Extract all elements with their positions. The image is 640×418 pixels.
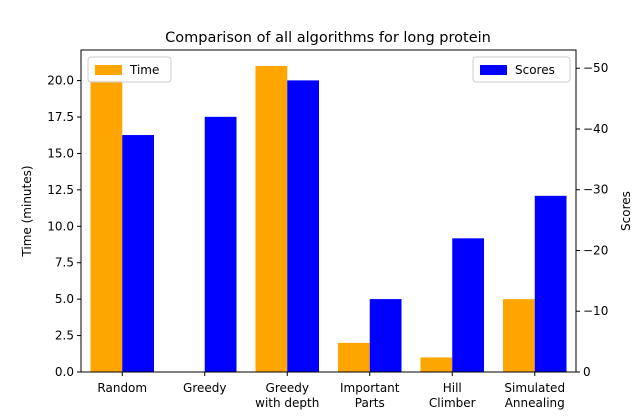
bar-scores [452,238,485,372]
x-tick-label-line: Parts [355,396,385,410]
x-tick-label-line: Random [97,381,147,395]
bar-scores [204,116,237,372]
bar-time [337,342,370,372]
x-tick-label-line: Greedy [183,381,226,395]
axes-layer: 0.0 2.5 5.0 7.5 10.0 12.5 15.0 17.5 20.0 0 −10 −20 −… [20,49,633,410]
right-tick-label: −10 [583,304,608,318]
legend-time-label: Time [129,63,159,77]
right-tick-label: 0 [583,365,591,379]
right-tick-label: −40 [583,122,608,136]
right-tick-label: −30 [583,183,608,197]
right-axis-label: Scores [619,191,633,231]
left-tick-label: 10.0 [47,219,74,233]
x-tick-label-line: Greedy [266,381,309,395]
x-tick-label-line: Important [340,381,400,395]
chart-title: Comparison of all algorithms for long pr… [165,30,491,46]
x-tick-label: Random [97,381,147,395]
x-tick-label: Simulated Annealing [504,381,565,410]
left-tick-label: 7.5 [55,256,74,270]
x-tick-label: Hill Climber [429,381,476,410]
left-tick-label: 5.0 [55,292,74,306]
right-tick-label: −50 [583,61,608,75]
left-tick-label: 12.5 [47,183,74,197]
x-tick-label-line: Climber [429,396,476,410]
right-tick-label: −20 [583,243,608,257]
bar-time [502,299,535,372]
legend-scores-label: Scores [515,63,555,77]
bar-scores [534,195,567,372]
bar-time [255,66,288,372]
bar-time [420,357,453,372]
plot-frame [80,49,577,373]
x-tick-label: Important Parts [340,381,400,410]
legend-time-swatch [95,65,122,75]
left-tick-label: 20.0 [47,74,74,88]
bar-scores [122,135,155,372]
left-tick-label: 0.0 [55,365,74,379]
legend-scores-swatch [480,65,507,75]
x-tick-label-line: Hill [443,381,462,395]
legend-time-box [87,56,172,83]
legend-scores-box [472,56,571,83]
left-axis-label: Time (minutes) [20,165,34,257]
bar-scores [287,80,320,373]
x-tick-label: Greedy [183,381,226,395]
left-tick-label: 2.5 [55,329,74,343]
x-tick-label-line: Annealing [505,396,565,410]
left-tick-label: 17.5 [47,110,74,124]
bars-layer [90,66,567,373]
x-tick-label-line: Simulated [504,381,565,395]
left-tick-label: 15.0 [47,146,74,160]
x-tick-label: Greedy with depth [255,381,319,410]
x-tick-label-line: with depth [255,396,319,410]
legend-layer: Time Scores [87,56,571,83]
bar-time [90,80,123,372]
bar-scores [369,299,402,372]
